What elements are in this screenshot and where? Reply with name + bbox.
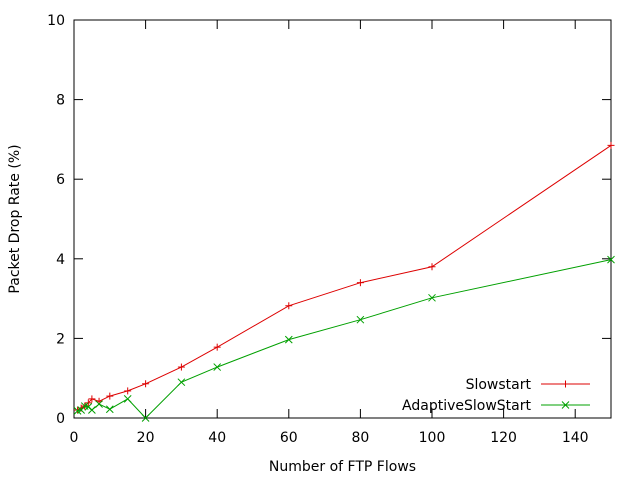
y-tick-label: 8	[56, 93, 65, 109]
data-point	[105, 405, 114, 414]
legend-label: AdaptiveSlowStart	[402, 398, 531, 414]
x-tick-label: 60	[280, 430, 298, 446]
legend-entry-adaptiveslowstart: AdaptiveSlowStart	[402, 398, 590, 414]
data-point	[284, 335, 293, 344]
x-tick-label: 40	[208, 430, 226, 446]
data-point	[95, 400, 103, 408]
x-axis-label: Number of FTP Flows	[269, 459, 416, 475]
plot-border	[73, 19, 612, 419]
series-layer	[73, 141, 615, 422]
series-line-adaptiveslowstart	[77, 259, 612, 419]
data-point	[177, 378, 186, 387]
x-tick-label: 20	[137, 430, 155, 446]
legend-entry-slowstart: Slowstart	[466, 377, 590, 393]
legend-marker	[561, 401, 570, 409]
x-tick-label: 0	[70, 430, 79, 446]
data-point	[428, 263, 436, 271]
legend-marker	[562, 380, 569, 388]
data-point	[213, 363, 222, 371]
data-point	[213, 343, 221, 351]
y-tick-label: 10	[47, 13, 65, 29]
data-point	[607, 255, 615, 264]
x-tick-label: 80	[351, 430, 369, 446]
data-point	[356, 279, 364, 287]
data-point	[88, 395, 96, 403]
series-slowstart	[74, 141, 615, 414]
data-point	[285, 302, 293, 310]
y-axis-label: Packet Drop Rate (%)	[7, 144, 23, 293]
data-point	[177, 363, 185, 371]
legend: Slowstart AdaptiveSlowStart	[402, 377, 590, 414]
data-point	[124, 387, 132, 395]
series-line-slowstart	[77, 144, 612, 411]
plot-area	[73, 19, 612, 419]
y-axis: 0 2 4 6 8 10	[47, 13, 611, 427]
data-point	[428, 293, 436, 302]
x-tick-label: 140	[562, 430, 589, 446]
y-tick-label: 6	[56, 172, 65, 188]
data-point	[123, 395, 132, 403]
data-point	[106, 392, 114, 400]
x-axis: 0 20 40 60 80 100 120 140	[70, 20, 589, 446]
data-point	[88, 406, 96, 414]
data-point	[607, 141, 615, 149]
series-adaptiveslowstart	[73, 255, 615, 422]
data-point	[141, 414, 150, 422]
y-tick-label: 2	[56, 331, 65, 347]
data-point	[356, 315, 365, 324]
y-tick-label: 4	[56, 252, 65, 268]
legend-label: Slowstart	[466, 377, 532, 393]
y-tick-label: 0	[56, 411, 65, 427]
data-point	[142, 380, 150, 388]
x-tick-label: 100	[419, 430, 446, 446]
x-tick-label: 120	[490, 430, 517, 446]
